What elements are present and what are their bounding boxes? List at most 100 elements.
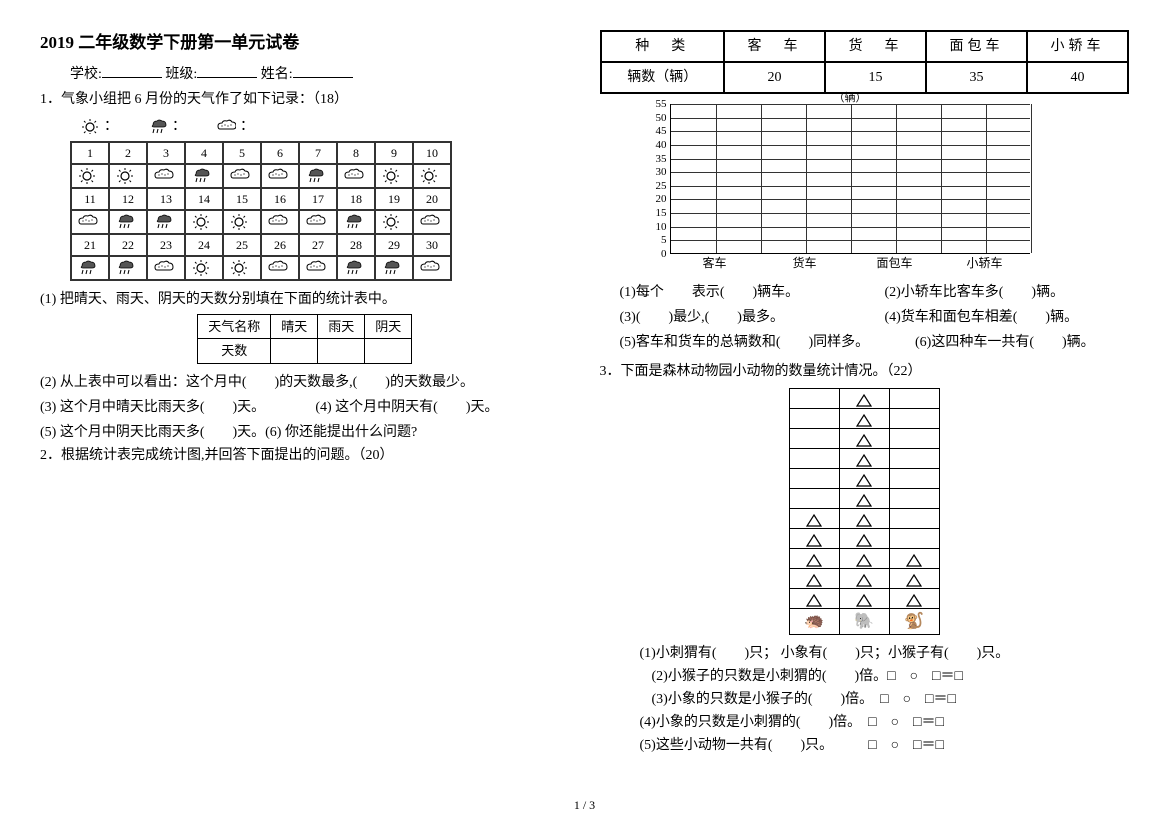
pictograph-cell	[789, 569, 839, 589]
weather-cell	[185, 256, 223, 280]
day-number: 27	[299, 234, 337, 256]
weather-cell	[71, 256, 109, 280]
page-title: 2019 二年级数学下册第一单元试卷	[40, 30, 570, 56]
pictograph-cell	[839, 429, 889, 449]
class-label: 班级:	[165, 67, 197, 82]
day-number: 24	[185, 234, 223, 256]
triangle-icon	[854, 412, 874, 428]
day-number: 10	[413, 142, 451, 164]
q2-sub-f: (6)这四种车一共有( )辆。	[915, 332, 1095, 353]
day-number: 22	[109, 234, 147, 256]
sun-icon	[229, 259, 255, 277]
class-blank[interactable]	[197, 64, 257, 78]
q2-sub-e: (5)客车和货车的总辆数和( )同样多。	[620, 332, 916, 353]
day-number: 19	[375, 188, 413, 210]
weather-cell	[185, 164, 223, 188]
q3-sub-b: (2)小猴子的只数是小刺猬的( )倍。□ ○ □＝□	[652, 666, 1130, 687]
pictograph-cell	[889, 469, 939, 489]
sun-icon	[419, 167, 445, 185]
x-axis-label: 面包车	[850, 254, 940, 272]
q1-prompt: 1．气象小组把 6 月份的天气作了如下记录：（18）	[40, 89, 570, 110]
day-number: 12	[109, 188, 147, 210]
weather-cell	[299, 256, 337, 280]
weather-cell	[185, 210, 223, 234]
weather-cell	[147, 210, 185, 234]
weather-cell	[223, 210, 261, 234]
day-number: 3	[147, 142, 185, 164]
pictograph-cell	[839, 569, 889, 589]
cloud-icon	[267, 259, 293, 277]
rainy-count-blank[interactable]	[318, 339, 365, 364]
rain-icon	[115, 259, 141, 277]
pictograph-cell	[839, 529, 889, 549]
pictograph-cell	[889, 389, 939, 409]
animal-pictograph: 🦔🐘🐒	[789, 388, 940, 635]
pictograph-cell	[789, 589, 839, 609]
sun-icon	[229, 213, 255, 231]
pictograph-cell	[839, 549, 889, 569]
q2-sub-a: (1)每个 表示( )辆车。	[620, 282, 885, 303]
x-axis-label: 小轿车	[940, 254, 1030, 272]
sunny-count-blank[interactable]	[271, 339, 318, 364]
pictograph-cell	[889, 549, 939, 569]
day-number: 1	[71, 142, 109, 164]
rain-icon	[153, 213, 179, 231]
pictograph-cell	[889, 449, 939, 469]
day-number: 16	[261, 188, 299, 210]
q1-sub2: (2) 从上表中可以看出：这个月中( )的天数最多,( )的天数最少。	[40, 372, 570, 393]
triangle-icon	[904, 552, 924, 568]
rain-icon	[191, 167, 217, 185]
triangle-icon	[804, 592, 824, 608]
rain-icon	[343, 259, 369, 277]
pictograph-cell	[839, 409, 889, 429]
weather-cell	[261, 210, 299, 234]
day-number: 8	[337, 142, 375, 164]
q2-sub-d: (4)货车和面包车相差( )辆。	[884, 307, 1078, 328]
pictograph-cell	[789, 509, 839, 529]
rain-icon	[343, 213, 369, 231]
x-axis-label: 客车	[670, 254, 760, 272]
weather-cell	[109, 256, 147, 280]
q1-sub5: (5) 这个月中阴天比雨天多( )天。(6) 你还能提出什么问题?	[40, 422, 570, 443]
weather-stat-table: 天气名称 晴天 雨天 阴天 天数	[197, 314, 412, 364]
triangle-icon	[804, 512, 824, 528]
weather-cell	[299, 164, 337, 188]
sun-icon	[77, 167, 103, 185]
name-blank[interactable]	[293, 64, 353, 78]
weather-cell	[147, 164, 185, 188]
weather-cell	[375, 256, 413, 280]
triangle-icon	[854, 532, 874, 548]
page-number: 1 / 3	[0, 796, 1169, 814]
weather-legend: ： ： ：	[80, 116, 570, 137]
animal-icon: 🐘	[839, 609, 889, 635]
day-number: 6	[261, 142, 299, 164]
sun-icon	[191, 259, 217, 277]
pictograph-cell	[789, 449, 839, 469]
weather-cell	[337, 210, 375, 234]
weather-cell	[299, 210, 337, 234]
school-blank[interactable]	[102, 64, 162, 78]
animal-icon: 🐒	[889, 609, 939, 635]
q1-sub3: (3) 这个月中晴天比雨天多( )天。	[40, 397, 315, 418]
cloud-icon	[153, 259, 179, 277]
pictograph-cell	[889, 489, 939, 509]
day-number: 14	[185, 188, 223, 210]
q1-sub4: (4) 这个月中阴天有( )天。	[315, 397, 498, 418]
pictograph-cell	[839, 489, 889, 509]
q3-prompt: 3．下面是森林动物园小动物的数量统计情况。（22）	[600, 361, 1130, 382]
rain-icon	[305, 167, 331, 185]
rain-icon	[381, 259, 407, 277]
pictograph-cell	[789, 409, 839, 429]
triangle-icon	[854, 492, 874, 508]
sun-icon	[381, 167, 407, 185]
pictograph-cell	[839, 589, 889, 609]
sun-icon	[191, 213, 217, 231]
day-number: 28	[337, 234, 375, 256]
pictograph-cell	[789, 389, 839, 409]
weather-cell	[337, 256, 375, 280]
cloud-icon	[216, 118, 236, 134]
y-axis-label: 0	[661, 246, 667, 263]
cloudy-count-blank[interactable]	[365, 339, 412, 364]
weather-cell	[71, 164, 109, 188]
q3-sub-a: (1)小刺猬有( )只； 小象有( )只；小猴子有( )只。	[640, 643, 1130, 664]
